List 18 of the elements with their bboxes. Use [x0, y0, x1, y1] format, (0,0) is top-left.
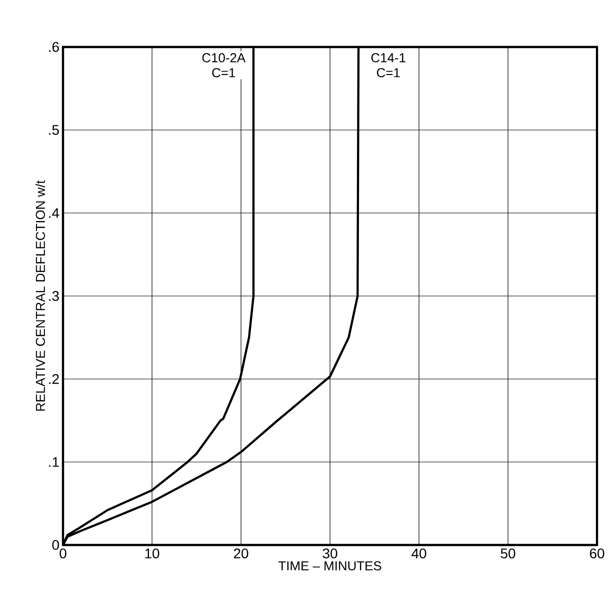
x-tick-label: 20: [234, 548, 248, 558]
y-tick-label: .1: [49, 457, 59, 467]
x-tick-label: 30: [322, 548, 338, 558]
y-tick-label: .3: [49, 291, 59, 301]
x-axis-title: TIME – MINUTES: [278, 561, 382, 570]
annotation: C14-1 C=1: [371, 53, 406, 78]
y-axis-title: RELATIVE CENTRAL DEFLECTION w/t: [35, 180, 45, 411]
y-tick-label: .2: [49, 374, 59, 384]
x-tick-label: 60: [590, 548, 604, 558]
x-tick-label: 10: [145, 548, 160, 558]
y-tick-label: 0: [52, 540, 59, 550]
annotation: C10-2A C=1: [202, 53, 246, 78]
y-tick-label: .4: [49, 208, 60, 218]
x-tick-label: 0: [60, 548, 66, 558]
y-tick-label: .6: [49, 42, 59, 52]
y-tick-label: .5: [49, 125, 59, 135]
x-tick-label: 40: [412, 548, 426, 558]
x-tick-label: 50: [500, 548, 516, 558]
